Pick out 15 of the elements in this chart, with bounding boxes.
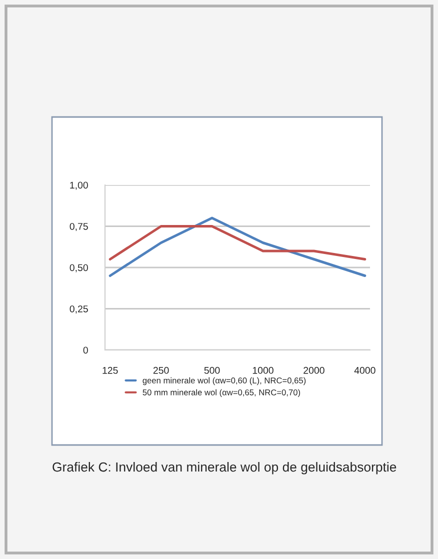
legend-label: geen minerale wol (αw=0,60 (L), NRC=0,65) xyxy=(142,377,306,386)
x-tick-label: 250 xyxy=(153,366,169,374)
y-tick-label: 1,00 xyxy=(70,182,88,190)
x-tick-label: 4000 xyxy=(354,366,376,374)
x-tick-label: 2000 xyxy=(304,366,324,374)
legend-label: 50 mm minerale wol (αw=0,65, NRC=0,70) xyxy=(142,389,300,397)
x-tick-label: 1000 xyxy=(252,366,274,374)
y-tick-label: 0,75 xyxy=(70,222,88,232)
x-tick-label: 125 xyxy=(102,366,118,374)
y-tick-label: 0,25 xyxy=(70,305,88,314)
y-tick-label: 0 xyxy=(83,346,88,354)
y-tick-label: 0,50 xyxy=(70,264,88,272)
x-tick-label: 500 xyxy=(204,366,220,374)
text: Grafiek C: Invloed van minerale wol op de geluidsabsorptie xyxy=(52,462,396,474)
line-series xyxy=(108,216,366,277)
